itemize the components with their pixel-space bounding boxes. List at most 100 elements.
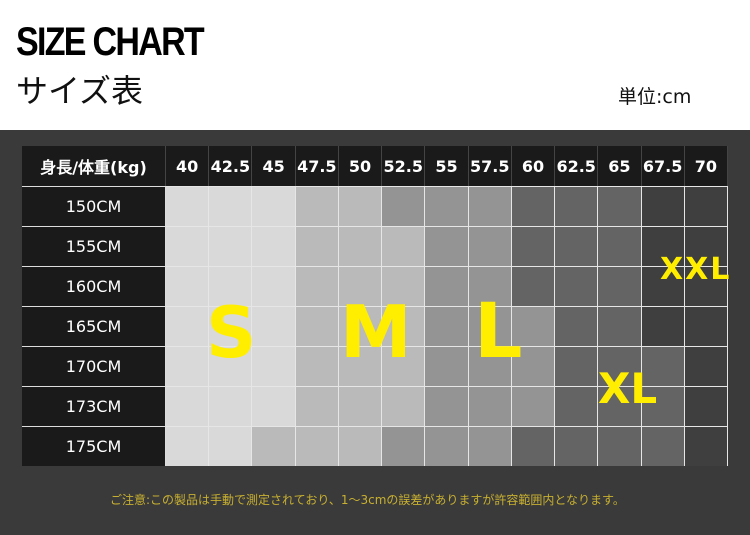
size-cell	[555, 266, 599, 306]
size-cell	[295, 306, 339, 346]
size-cell	[209, 266, 253, 306]
size-cell	[209, 346, 253, 386]
size-cell	[468, 426, 512, 466]
size-cell	[684, 186, 728, 226]
weight-header: 50	[339, 146, 383, 186]
size-cell	[598, 226, 642, 266]
height-header: 155CM	[22, 226, 166, 266]
weight-header: 70	[685, 146, 728, 186]
size-cell	[166, 426, 210, 466]
height-header: 170CM	[22, 346, 166, 386]
size-cell	[209, 386, 253, 426]
size-cell	[511, 346, 556, 386]
size-cell	[684, 386, 728, 426]
corner-header: 身長/体重(kg)	[22, 146, 166, 186]
size-cell	[684, 306, 728, 346]
size-cell	[555, 346, 599, 386]
size-cell	[252, 306, 296, 346]
weight-header: 40	[166, 146, 210, 186]
size-cell	[382, 266, 426, 306]
size-cell	[511, 306, 556, 346]
height-header: 165CM	[22, 306, 166, 346]
size-cell	[641, 346, 685, 386]
size-label-xxl: XXL	[660, 252, 732, 287]
size-cell	[555, 186, 599, 226]
size-cell	[209, 426, 253, 466]
size-cell	[555, 426, 599, 466]
height-header: 150CM	[22, 186, 166, 226]
size-cell	[209, 306, 253, 346]
size-cell	[166, 186, 210, 226]
size-cell	[338, 266, 383, 306]
size-cell	[252, 346, 296, 386]
size-cell	[468, 226, 512, 266]
height-header: 160CM	[22, 266, 166, 306]
size-cell	[511, 426, 556, 466]
size-cell	[338, 346, 383, 386]
size-cell	[555, 226, 599, 266]
size-cell	[641, 266, 685, 306]
size-cell	[468, 346, 512, 386]
size-cell	[338, 226, 383, 266]
size-label-m: M	[340, 290, 412, 374]
weight-header: 45	[252, 146, 296, 186]
size-cell	[425, 226, 469, 266]
size-cell	[641, 186, 685, 226]
size-cell	[252, 386, 296, 426]
size-cell	[425, 346, 469, 386]
size-cell	[468, 186, 512, 226]
size-cell	[295, 186, 339, 226]
size-label-s: S	[206, 292, 257, 374]
unit-label: 単位:cm	[618, 86, 692, 108]
size-cell	[166, 386, 210, 426]
size-cell	[338, 306, 383, 346]
height-header: 173CM	[22, 386, 166, 426]
weight-header: 62.5	[555, 146, 599, 186]
size-cell	[511, 186, 556, 226]
weight-header: 42.5	[209, 146, 253, 186]
size-cell	[684, 226, 728, 266]
weight-header: 55	[425, 146, 469, 186]
size-cell	[641, 226, 685, 266]
size-cell	[598, 306, 642, 346]
size-cell	[382, 306, 426, 346]
page-title: SIZE CHART	[16, 20, 205, 64]
size-cell	[511, 386, 556, 426]
weight-header: 67.5	[642, 146, 685, 186]
size-cell	[252, 266, 296, 306]
height-header: 175CM	[22, 426, 166, 466]
size-cell	[468, 266, 512, 306]
size-cell	[295, 226, 339, 266]
size-cell	[209, 226, 253, 266]
weight-header: 60	[512, 146, 556, 186]
size-cell	[252, 426, 296, 466]
size-cell	[511, 266, 556, 306]
size-cell	[166, 266, 210, 306]
size-cell	[555, 306, 599, 346]
weight-header: 57.5	[469, 146, 512, 186]
size-cell	[295, 346, 339, 386]
weight-header: 52.5	[382, 146, 426, 186]
size-cell	[166, 226, 210, 266]
size-label-l: L	[474, 286, 523, 375]
size-cell	[641, 306, 685, 346]
size-cell	[425, 386, 469, 426]
size-cell	[382, 186, 426, 226]
size-cell	[511, 226, 556, 266]
weight-header: 65	[598, 146, 642, 186]
size-cell	[468, 386, 512, 426]
size-cell	[338, 426, 383, 466]
size-cell	[684, 266, 728, 306]
size-cell	[641, 386, 685, 426]
size-cell	[166, 346, 210, 386]
size-cell	[295, 386, 339, 426]
size-cell	[338, 386, 383, 426]
size-cell	[295, 426, 339, 466]
size-cell	[468, 306, 512, 346]
size-cell	[166, 306, 210, 346]
size-cell	[382, 346, 426, 386]
size-cell	[425, 186, 469, 226]
size-cell	[382, 426, 426, 466]
size-cell	[598, 426, 642, 466]
size-cell	[641, 426, 685, 466]
